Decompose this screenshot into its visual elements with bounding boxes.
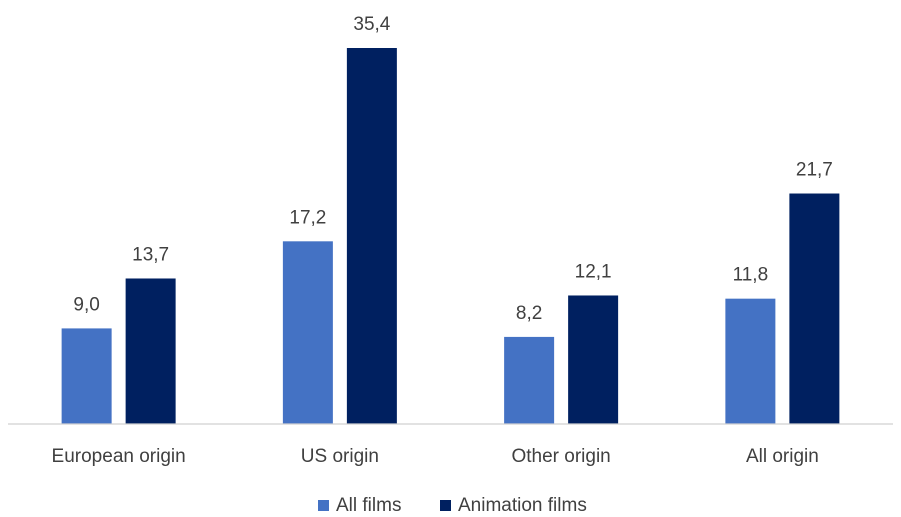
legend-label-animation-films: Animation films <box>458 495 587 516</box>
legend: All films Animation films <box>318 495 587 516</box>
value-label-animation-films-us-origin: 35,4 <box>353 14 390 35</box>
bar-animation-films-european-origin <box>125 278 176 424</box>
value-label-all-films-all-origin: 11,8 <box>733 265 769 286</box>
category-labels-group: European origin US origin Other origin All … <box>52 446 819 467</box>
value-labels-group: 9,0 13,7 17,2 35,4 8,2 12,1 11,8 21,7 <box>73 14 832 324</box>
bars-group <box>61 48 840 424</box>
bar-animation-films-other-origin <box>568 295 619 424</box>
value-label-animation-films-european-origin: 13,7 <box>132 244 169 265</box>
value-label-all-films-us-origin: 17,2 <box>289 207 326 228</box>
category-label-us-origin: US origin <box>301 446 379 467</box>
bar-all-films-all-origin <box>725 298 776 424</box>
legend-swatch-animation-films <box>440 500 451 511</box>
category-label-other-origin: Other origin <box>511 446 610 467</box>
legend-swatch-all-films <box>318 500 329 511</box>
bar-all-films-us-origin <box>282 241 333 424</box>
category-label-all-origin: All origin <box>746 446 819 467</box>
value-label-all-films-other-origin: 8,2 <box>516 303 542 324</box>
value-label-animation-films-other-origin: 12,1 <box>575 261 612 282</box>
bar-all-films-other-origin <box>504 336 555 424</box>
bar-all-films-european-origin <box>61 328 112 424</box>
value-label-all-films-european-origin: 9,0 <box>73 294 99 315</box>
bar-animation-films-all-origin <box>789 193 840 424</box>
bar-animation-films-us-origin <box>346 48 397 424</box>
value-label-animation-films-all-origin: 21,7 <box>796 160 833 181</box>
category-label-european-origin: European origin <box>52 446 186 467</box>
legend-label-all-films: All films <box>336 495 401 516</box>
